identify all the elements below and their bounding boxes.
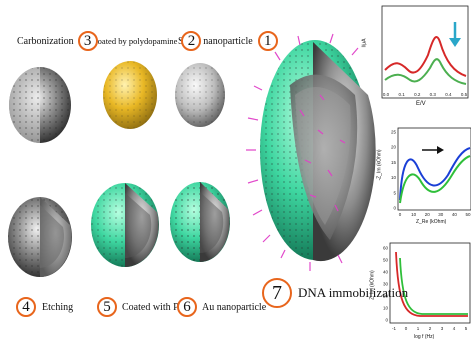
- step-6-number: 6: [177, 297, 197, 317]
- dpv-xtick: 0.1: [398, 92, 405, 97]
- pani-sphere: [91, 183, 159, 267]
- eis-blue-series: [399, 147, 471, 201]
- dpv-xtick: 0.3: [430, 92, 437, 97]
- eis-ytick: 0: [393, 206, 396, 211]
- step-2-number: 2: [181, 31, 202, 51]
- step-5: 5 Coated with PANI: [97, 297, 196, 317]
- eis-ytick: 5: [393, 190, 396, 195]
- dpv-red-series: [384, 36, 467, 77]
- eis-green-series: [399, 155, 471, 204]
- dpv-chart: 0.0 0.1 0.2 0.3 0.4 0.5: [381, 5, 469, 99]
- dec-xtick: 4: [453, 326, 456, 331]
- step-1-number: 1: [257, 31, 278, 51]
- silica-sphere: [175, 63, 225, 127]
- dna-immobilized-sphere: [246, 33, 376, 271]
- polydopamine-sphere: [103, 61, 157, 129]
- dpv-ylabel: I/μA: [361, 38, 368, 48]
- step-7-number: 7: [262, 278, 292, 308]
- dpv-xtick: 0.2: [414, 92, 421, 97]
- eis-ytick: 15: [391, 160, 397, 165]
- decay-red-series: [395, 251, 468, 317]
- eis-xtick: 0: [399, 212, 402, 217]
- dec-xtick: 2: [429, 326, 432, 331]
- dpv-xtick: 0.4: [445, 92, 452, 97]
- eis-ylabel: -Z_Im (kOhm): [376, 149, 383, 181]
- eis-xlabel: Z_Re (kOhm): [416, 219, 447, 225]
- dna-strands: [246, 33, 359, 271]
- step-4: 4 Etching: [16, 297, 73, 317]
- etched-sphere: [8, 197, 72, 277]
- step-4-number: 4: [16, 297, 36, 317]
- right-arrow-icon: [422, 146, 444, 154]
- dec-ytick: 20: [383, 294, 389, 299]
- dpv-xlabel: E/V: [416, 101, 426, 107]
- eis-ytick: 25: [391, 130, 397, 135]
- eis-chart: 0 10 20 30 40 50 0 5 10 15 20 25: [391, 127, 471, 217]
- dec-xtick: -1: [392, 326, 396, 331]
- dec-ytick: 40: [383, 270, 389, 275]
- step-7-label: DNA immobilization: [298, 285, 409, 300]
- step-4-label: Etching: [42, 301, 74, 313]
- dec-xtick: 0: [405, 326, 408, 331]
- step-6: 6 Au nanoparticle: [177, 297, 266, 317]
- dec-xtick: 1: [417, 326, 420, 331]
- eis-ytick: 10: [391, 175, 397, 180]
- step-5-label: Coated with PANI: [122, 301, 196, 313]
- au-nanoparticle-sphere: [170, 182, 230, 262]
- step-5-number: 5: [97, 297, 117, 317]
- dec-ytick: 10: [383, 306, 389, 311]
- dpv-xtick: 0.0: [383, 92, 390, 97]
- step-2-label: Coated by polydopamine: [92, 36, 178, 46]
- dec-xtick: 3: [441, 326, 444, 331]
- dec-ytick: 0: [385, 318, 388, 323]
- step-2: Coated by polydopamine 2: [92, 31, 202, 51]
- eis-xtick: 30: [438, 212, 444, 217]
- step-3-label: Carbonization: [17, 35, 74, 47]
- step-3: Carbonization 3: [17, 31, 98, 51]
- decay-green-series: [399, 257, 468, 315]
- eis-xtick: 10: [411, 212, 417, 217]
- step-7: 7 DNA immobilization: [262, 278, 408, 308]
- eis-xtick: 20: [425, 212, 431, 217]
- eis-xtick: 50: [465, 212, 471, 217]
- eis-xtick: 40: [452, 212, 458, 217]
- down-arrow-icon: [449, 22, 461, 47]
- decay-xlabel: log f (Hz): [414, 334, 435, 340]
- dpv-xtick: 0.5: [461, 92, 468, 97]
- dec-xtick: 5: [465, 326, 468, 331]
- step-3-number: 3: [77, 31, 98, 51]
- dpv-green-series: [384, 58, 467, 85]
- dec-ytick: 50: [383, 258, 389, 263]
- dec-ytick: 60: [383, 246, 389, 251]
- step-1: Silica nanoparticle 1: [178, 31, 278, 51]
- step-1-label: Silica nanoparticle: [178, 35, 253, 47]
- carbonized-sphere: [9, 67, 71, 143]
- eis-ytick: 20: [391, 145, 397, 150]
- step-6-label: Au nanoparticle: [202, 301, 267, 313]
- dec-ytick: 30: [383, 282, 389, 287]
